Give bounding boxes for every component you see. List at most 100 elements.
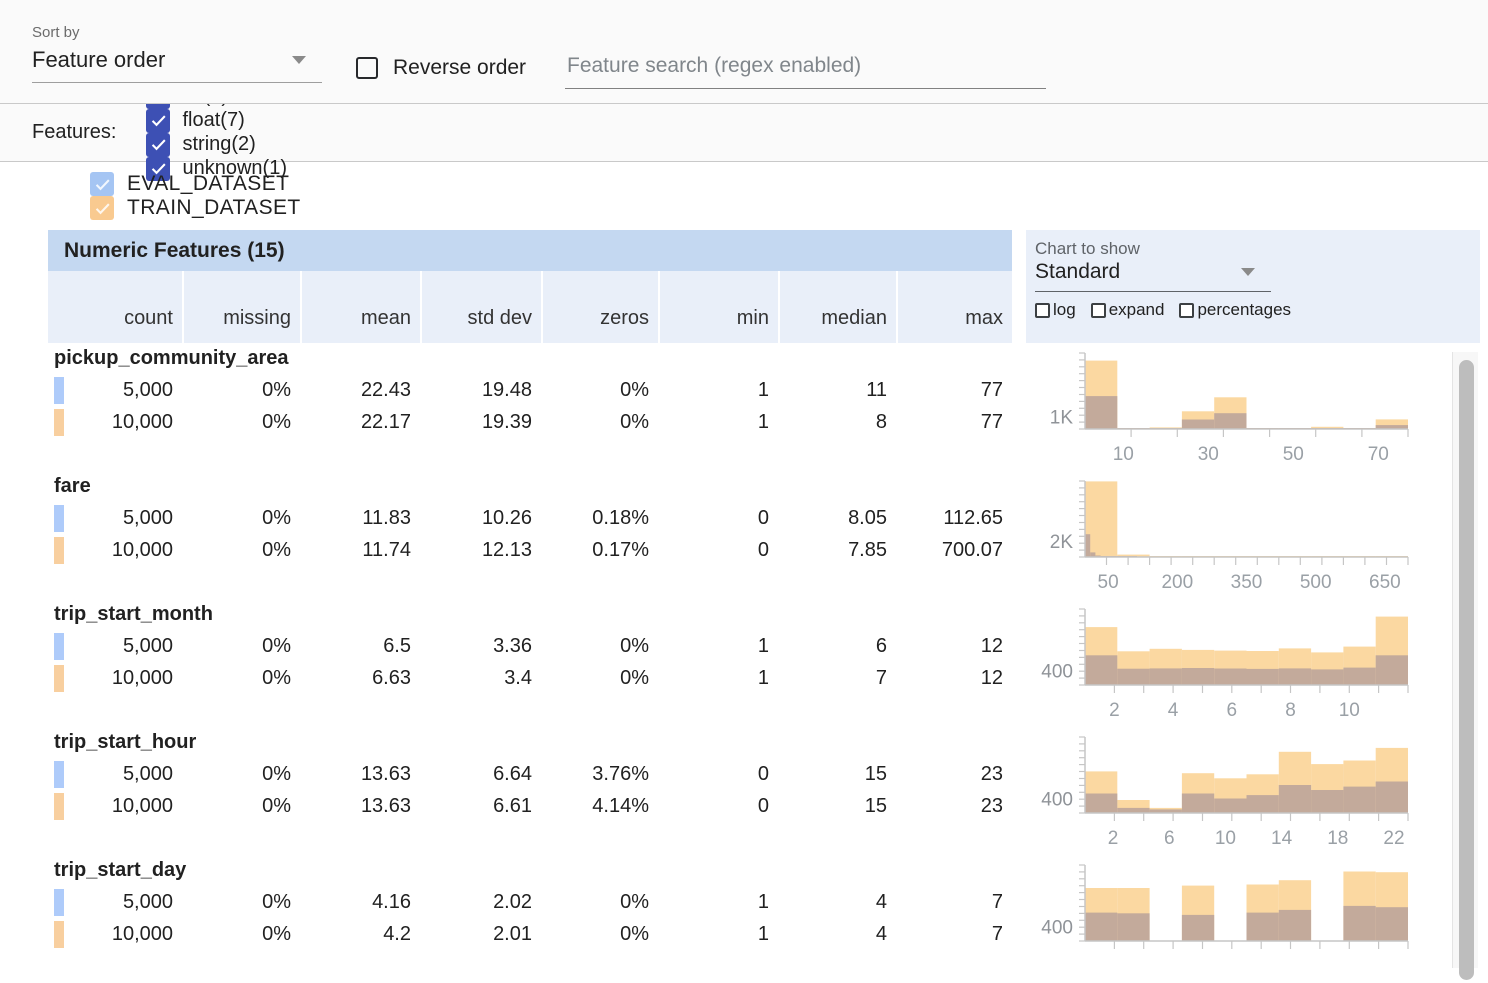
stat-cell: 6 [778, 631, 896, 663]
numeric-features-header: Numeric Features (15) countmissingmeanst… [48, 230, 1012, 343]
checkbox-checked-icon[interactable] [90, 196, 114, 220]
feature-type-filter[interactable]: string(2) [146, 133, 287, 157]
feature-block: trip_start_month 5,0000%6.53.360%1612 10… [0, 599, 1488, 727]
reverse-order-toggle[interactable]: Reverse order [356, 56, 526, 80]
svg-text:10: 10 [1215, 828, 1236, 849]
stat-cell: 13.63 [300, 759, 420, 791]
stat-cell: 0% [182, 791, 300, 823]
search-input[interactable] [565, 54, 1046, 88]
stat-cell: 2.02 [420, 887, 541, 919]
feature-type-filter[interactable]: float(7) [146, 109, 287, 133]
stat-cell: 1 [658, 663, 778, 695]
feature-block: trip_start_hour 5,0000%13.636.643.76%015… [0, 727, 1488, 855]
feature-histogram: 4002610141822 [1028, 727, 1458, 855]
svg-text:10: 10 [1339, 700, 1360, 721]
stat-cell: 5,000 [48, 375, 182, 407]
dataset-label: EVAL_DATASET [127, 172, 289, 196]
dataset-toggle[interactable]: TRAIN_DATASET [90, 196, 301, 220]
dataset-toggle[interactable]: EVAL_DATASET [90, 172, 301, 196]
chart-option-toggle[interactable]: percentages [1179, 300, 1291, 320]
stat-cell: 5,000 [48, 503, 182, 535]
svg-text:400: 400 [1041, 790, 1073, 811]
feature-search [565, 54, 1046, 89]
checkbox-unchecked-icon[interactable] [1179, 303, 1194, 318]
chart-option-toggle[interactable]: log [1035, 300, 1076, 320]
column-header: zeros [541, 271, 658, 343]
stat-cell: 0.17% [541, 535, 658, 567]
stat-cell: 12.13 [420, 535, 541, 567]
feature-name: trip_start_hour [54, 731, 196, 754]
train-stats-row: 10,0000%6.633.40%1712 [48, 663, 1012, 695]
checkbox-unchecked-icon[interactable] [1091, 303, 1106, 318]
stat-cell: 3.76% [541, 759, 658, 791]
stat-cell: 15 [778, 791, 896, 823]
svg-text:18: 18 [1327, 828, 1348, 849]
checkbox-checked-icon[interactable] [90, 172, 114, 196]
stat-cell: 1 [658, 919, 778, 951]
train-stats-row: 10,0000%13.636.614.14%01523 [48, 791, 1012, 823]
column-header: max [896, 271, 1012, 343]
checkbox-unchecked-icon[interactable] [356, 57, 378, 79]
train-dataset-swatch [54, 793, 64, 820]
train-stats-row: 10,0000%4.22.010%147 [48, 919, 1012, 951]
svg-text:6: 6 [1164, 828, 1175, 849]
stat-cell: 7 [778, 663, 896, 695]
stat-cell: 0% [182, 535, 300, 567]
checkbox-unchecked-icon[interactable] [1035, 303, 1050, 318]
feature-block: trip_start_day 5,0000%4.162.020%147 10,0… [0, 855, 1488, 983]
chart-type-select[interactable]: Standard [1035, 259, 1271, 292]
stat-cell: 6.64 [420, 759, 541, 791]
sort-by-value: Feature order [32, 47, 165, 73]
svg-text:8: 8 [1285, 700, 1296, 721]
chart-option-label: expand [1109, 300, 1165, 320]
dataset-label: TRAIN_DATASET [127, 196, 301, 220]
svg-text:400: 400 [1041, 918, 1073, 939]
feature-type-filters: Features: int(8) float(7) string(2) unkn… [0, 104, 1488, 162]
stat-cell: 12 [896, 631, 1012, 663]
stat-cell: 23 [896, 759, 1012, 791]
checkbox-checked-icon[interactable] [146, 109, 170, 133]
stat-cell: 0% [541, 663, 658, 695]
svg-text:50: 50 [1098, 572, 1119, 593]
stat-cell: 8 [778, 407, 896, 439]
filter-label: string(2) [182, 133, 255, 156]
chevron-down-icon [1241, 268, 1255, 276]
stat-cell: 1 [658, 375, 778, 407]
eval-stats-row: 5,0000%11.8310.260.18%08.05112.65 [48, 503, 1012, 535]
stat-cell: 10,000 [48, 535, 182, 567]
table-header-zone: Numeric Features (15) countmissingmeanst… [0, 230, 1488, 343]
stat-cell: 5,000 [48, 759, 182, 791]
feature-name: trip_start_day [54, 859, 186, 882]
stat-cell: 0% [182, 887, 300, 919]
stat-cell: 3.4 [420, 663, 541, 695]
toolbar: Sort by Feature order Reverse order [0, 0, 1488, 104]
feature-block: fare 5,0000%11.8310.260.18%08.05112.65 1… [0, 471, 1488, 599]
svg-text:200: 200 [1161, 572, 1193, 593]
stat-cell: 8.05 [778, 503, 896, 535]
stat-cell: 0% [541, 919, 658, 951]
stat-cell: 10,000 [48, 791, 182, 823]
train-dataset-swatch [54, 537, 64, 564]
eval-dataset-swatch [54, 633, 64, 660]
train-stats-row: 10,0000%22.1719.390%1877 [48, 407, 1012, 439]
stat-cell: 0% [541, 631, 658, 663]
svg-text:2K: 2K [1050, 532, 1074, 553]
stat-cell: 10,000 [48, 663, 182, 695]
eval-dataset-swatch [54, 377, 64, 404]
sort-by-select[interactable]: Feature order [32, 41, 322, 83]
stat-cell: 4.2 [300, 919, 420, 951]
stat-cell: 77 [896, 407, 1012, 439]
stat-cell: 1 [658, 631, 778, 663]
checkbox-checked-icon[interactable] [146, 133, 170, 157]
chart-option-toggle[interactable]: expand [1091, 300, 1165, 320]
vertical-scrollbar[interactable] [1452, 352, 1478, 968]
chart-option-label: percentages [1197, 300, 1291, 320]
stat-cell: 7 [896, 887, 1012, 919]
svg-text:500: 500 [1300, 572, 1332, 593]
column-header: median [778, 271, 896, 343]
stat-cell: 0% [541, 407, 658, 439]
svg-text:70: 70 [1368, 444, 1389, 465]
svg-text:50: 50 [1283, 444, 1304, 465]
scrollbar-thumb[interactable] [1459, 360, 1474, 980]
feature-name: trip_start_month [54, 603, 213, 626]
